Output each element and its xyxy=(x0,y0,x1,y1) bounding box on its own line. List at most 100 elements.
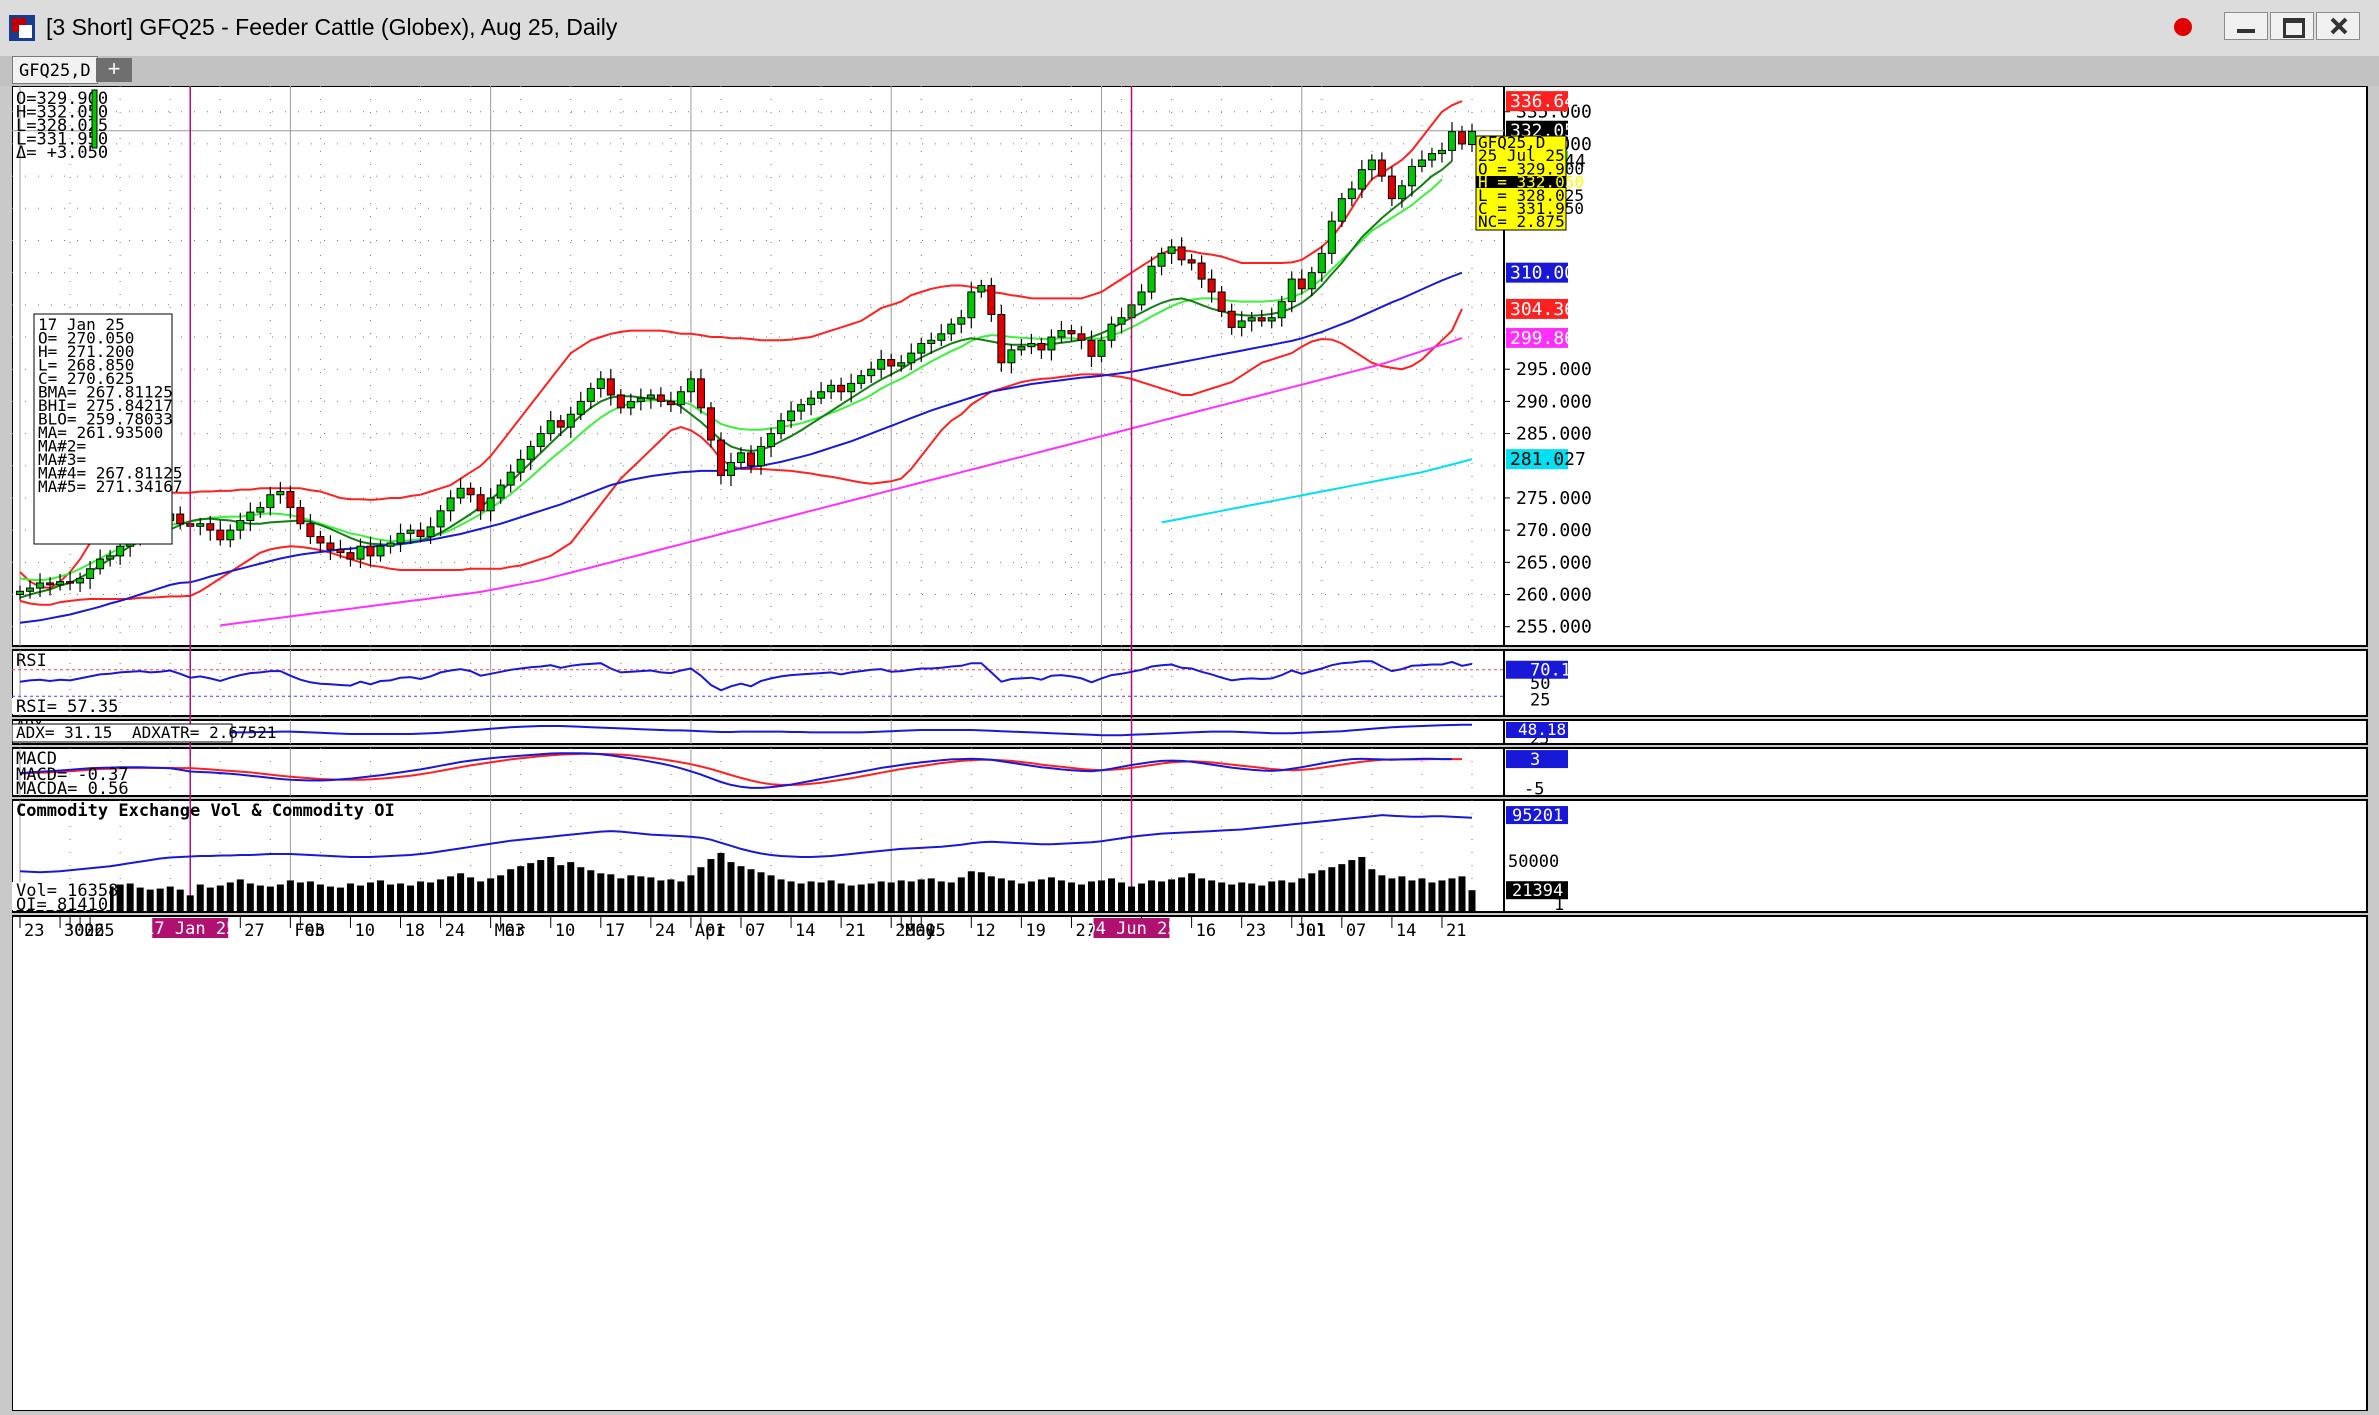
volume-bar xyxy=(607,874,615,912)
candle xyxy=(496,479,505,504)
price-tick-label: 290.000 xyxy=(1516,391,1592,412)
candle-body xyxy=(286,491,295,509)
candle-body xyxy=(606,378,615,396)
volume-bar xyxy=(977,872,985,912)
candle xyxy=(16,585,24,601)
candle-body xyxy=(516,458,525,473)
candle xyxy=(897,355,906,372)
macd-panel-axis xyxy=(1503,747,2368,797)
time-label: Jul xyxy=(1296,921,1327,941)
candle xyxy=(1387,166,1396,207)
volume-bar xyxy=(366,882,374,912)
candle-body xyxy=(1367,159,1376,171)
candle xyxy=(676,385,685,414)
candle-body xyxy=(276,491,285,496)
data-window-line: BMA= 267.81125 xyxy=(38,383,173,402)
volume-bar xyxy=(1348,860,1356,912)
cursor-date-box xyxy=(152,918,229,938)
volume-bar xyxy=(647,877,655,912)
volume-bar xyxy=(1308,873,1316,912)
time-label: 18 xyxy=(405,921,425,941)
volume-bar xyxy=(877,881,885,912)
volume-bar xyxy=(316,884,324,912)
volume-bar xyxy=(296,882,304,912)
candle xyxy=(656,387,665,408)
close-button[interactable] xyxy=(2316,12,2360,40)
candle xyxy=(977,279,986,298)
volume-bar xyxy=(356,885,364,912)
candle xyxy=(1317,245,1326,282)
volume-bar xyxy=(697,867,705,912)
price-marker xyxy=(1506,262,1568,283)
volume-bar xyxy=(1037,879,1045,912)
chart-canvas[interactable]: 335.000330.000295.000290.000285.000275.0… xyxy=(11,85,2379,1412)
candle xyxy=(526,440,535,470)
candle-body xyxy=(1407,165,1416,187)
minimize-button[interactable] xyxy=(2224,12,2268,40)
candle xyxy=(466,482,475,503)
price-panel[interactable] xyxy=(11,85,1505,647)
candle xyxy=(566,406,575,438)
candle-body xyxy=(917,342,926,354)
candle xyxy=(1087,330,1096,367)
tab-gfq25-daily[interactable]: GFQ25,D xyxy=(12,56,98,84)
candle-body xyxy=(416,529,425,538)
macd-marker-label: 3 xyxy=(1530,750,1540,770)
volume-bar xyxy=(967,871,975,912)
add-tab-button[interactable]: + xyxy=(96,58,132,82)
volume-bar xyxy=(126,883,134,912)
candle xyxy=(1397,179,1406,208)
candle xyxy=(1117,308,1126,334)
candle xyxy=(1207,269,1216,303)
candle-body xyxy=(246,511,255,521)
candle-body xyxy=(1267,317,1276,322)
candle xyxy=(1167,239,1176,264)
price-marker xyxy=(1506,91,1568,112)
volume-bar xyxy=(1418,878,1426,912)
volume-bar xyxy=(497,875,505,912)
record-icon[interactable] xyxy=(2174,18,2192,36)
volume-bar xyxy=(487,878,495,912)
candle-body xyxy=(426,526,435,538)
volume-bar xyxy=(1218,882,1226,912)
candle xyxy=(416,522,425,543)
macd-panel[interactable] xyxy=(11,747,1505,797)
oi-readout: OI= 81410 xyxy=(16,895,108,915)
candle xyxy=(46,577,55,596)
candle-body xyxy=(66,581,75,584)
volume-bar xyxy=(757,872,765,912)
candle xyxy=(346,546,355,567)
adx-readout: ADX= 31.15 xyxy=(16,723,112,742)
candle xyxy=(446,490,455,522)
candle-body xyxy=(1167,246,1176,254)
candle xyxy=(646,389,655,409)
time-label: 25 xyxy=(94,921,114,941)
volume-bar xyxy=(1238,882,1246,912)
volume-bar xyxy=(957,877,965,912)
candle-body xyxy=(356,545,365,560)
info-box-line: L = 328.025 xyxy=(1478,186,1584,205)
candle-body xyxy=(1317,252,1326,274)
candle-body xyxy=(446,497,455,512)
candle xyxy=(376,540,385,562)
volume-bar xyxy=(627,875,635,912)
candle-body xyxy=(226,529,235,541)
candle-body xyxy=(1197,262,1206,280)
candle xyxy=(726,452,735,487)
price-tick-label: 270.000 xyxy=(1516,520,1592,541)
maximize-button[interactable] xyxy=(2270,12,2314,40)
candle-body xyxy=(777,420,786,435)
chart-area[interactable]: 335.000330.000295.000290.000285.000275.0… xyxy=(11,85,2379,1412)
candle xyxy=(66,571,75,591)
candle-body xyxy=(1277,301,1286,319)
volume-bar xyxy=(677,881,685,912)
candle xyxy=(787,401,796,429)
rsi-line xyxy=(19,660,1473,692)
price-tick-label: 265.000 xyxy=(1516,552,1592,573)
candle xyxy=(777,412,786,440)
rsi-readout-bg xyxy=(12,698,112,714)
volume-bar xyxy=(1458,876,1466,912)
volume-bar xyxy=(186,895,194,912)
candle xyxy=(1187,254,1196,271)
volume-bar xyxy=(707,859,715,912)
